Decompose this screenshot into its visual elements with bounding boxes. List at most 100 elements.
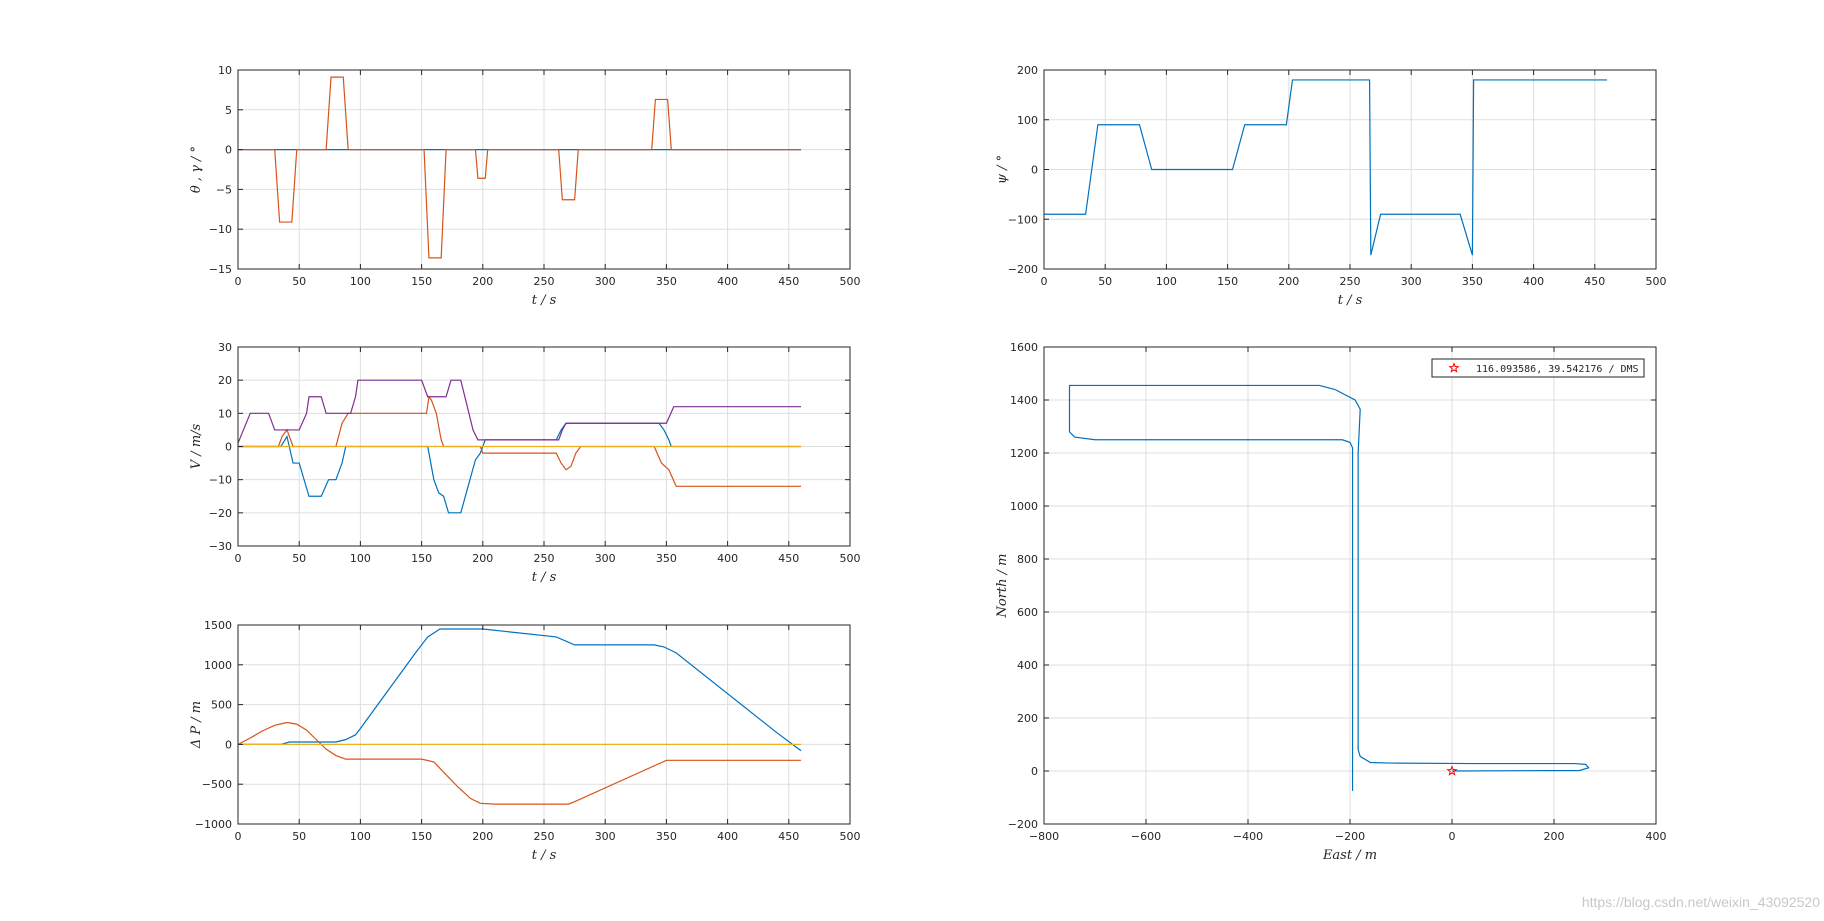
y-tick-label: −10 [209, 474, 232, 487]
x-tick-label: 200 [472, 552, 493, 565]
x-tick-label: −800 [1029, 830, 1059, 843]
x-tick-label: −600 [1131, 830, 1161, 843]
y-tick-label: −30 [209, 540, 232, 553]
y-tick-label: −5 [216, 183, 232, 196]
y-tick-label: 200 [1017, 712, 1038, 725]
y-tick-label: −20 [209, 507, 232, 520]
series-line-4 [238, 379, 802, 444]
series-line-1 [1044, 79, 1608, 256]
x-axis-label: t / s [532, 570, 557, 585]
y-tick-label: 0 [225, 144, 232, 157]
x-axis-label: t / s [1338, 293, 1363, 308]
x-axis-label: East / m [1322, 848, 1377, 863]
y-axis-label: ψ / ° [995, 155, 1010, 184]
x-tick-label: 250 [534, 830, 555, 843]
x-tick-label: 200 [472, 830, 493, 843]
y-tick-label: 1200 [1010, 447, 1038, 460]
y-tick-label: 10 [218, 407, 232, 420]
x-tick-label: 0 [1449, 830, 1456, 843]
x-tick-label: 100 [350, 830, 371, 843]
x-tick-label: 100 [350, 552, 371, 565]
y-tick-label: −200 [1008, 818, 1038, 831]
y-tick-label: −15 [209, 263, 232, 276]
x-tick-label: 400 [717, 552, 738, 565]
x-tick-label: 450 [778, 830, 799, 843]
x-tick-label: 350 [1462, 275, 1483, 288]
x-tick-label: 450 [778, 552, 799, 565]
star-marker [1446, 765, 1458, 776]
legend-label: 116.093586, 39.542176 / DMS [1476, 364, 1639, 375]
y-tick-label: −100 [1008, 213, 1038, 226]
x-tick-label: 300 [595, 830, 616, 843]
y-tick-label: 0 [225, 738, 232, 751]
y-tick-label: 1600 [1010, 341, 1038, 354]
y-tick-label: 30 [218, 341, 232, 354]
x-tick-label: 50 [292, 275, 306, 288]
series-line-2 [238, 721, 802, 805]
series-line-2 [238, 76, 802, 259]
y-tick-label: 200 [1017, 64, 1038, 77]
legend: 116.093586, 39.542176 / DMS [1431, 358, 1645, 378]
x-tick-label: 0 [235, 552, 242, 565]
x-tick-label: 500 [840, 275, 861, 288]
x-tick-label: 500 [840, 830, 861, 843]
y-tick-label: 1000 [1010, 500, 1038, 513]
x-tick-label: 50 [1098, 275, 1112, 288]
x-tick-label: 0 [235, 830, 242, 843]
x-tick-label: 350 [656, 552, 677, 565]
series-line-1 [1068, 384, 1590, 791]
y-tick-label: 1500 [204, 619, 232, 632]
x-tick-label: 250 [534, 552, 555, 565]
series-line-1 [238, 628, 802, 752]
x-tick-label: 400 [717, 275, 738, 288]
y-tick-label: 500 [211, 699, 232, 712]
y-tick-label: 0 [1031, 164, 1038, 177]
y-tick-label: 100 [1017, 114, 1038, 127]
x-tick-label: 500 [840, 552, 861, 565]
y-axis-label: V / m/s [189, 423, 204, 469]
y-tick-label: 800 [1017, 553, 1038, 566]
x-tick-label: 400 [717, 830, 738, 843]
x-tick-label: 450 [778, 275, 799, 288]
y-axis-label: θ , γ / ° [189, 146, 204, 193]
x-tick-label: 50 [292, 552, 306, 565]
y-tick-label: 10 [218, 64, 232, 77]
x-tick-label: 450 [1584, 275, 1605, 288]
y-tick-label: −1000 [195, 818, 232, 831]
y-tick-label: −10 [209, 223, 232, 236]
chart-p1: 0 50 100 150 200 250 300 350 400 450 500 −15 −10 −5 0 5… [189, 64, 861, 308]
y-tick-label: −500 [202, 778, 232, 791]
x-tick-label: 100 [1156, 275, 1177, 288]
y-tick-label: 20 [218, 374, 232, 387]
chart-p3: 0 50 100 150 200 250 300 350 400 450 500 −30 −20 −10 0… [189, 341, 861, 585]
x-tick-label: 500 [1646, 275, 1667, 288]
y-tick-label: 1000 [204, 659, 232, 672]
y-tick-label: 1400 [1010, 394, 1038, 407]
chart-p2: 0 50 100 150 200 250 300 350 400 450 500 −200 −100 0 1… [995, 64, 1667, 308]
x-tick-label: 300 [595, 275, 616, 288]
x-tick-label: 250 [534, 275, 555, 288]
x-tick-label: 300 [595, 552, 616, 565]
x-tick-label: 150 [411, 275, 432, 288]
x-axis-label: t / s [532, 293, 557, 308]
x-tick-label: 150 [411, 552, 432, 565]
y-tick-label: −200 [1008, 263, 1038, 276]
x-tick-label: 150 [411, 830, 432, 843]
watermark-text: https://blog.csdn.net/weixin_43092520 [1582, 894, 1820, 910]
y-axis-label: Δ P / m [189, 701, 204, 749]
y-tick-label: 5 [225, 104, 232, 117]
x-tick-label: 350 [656, 830, 677, 843]
x-tick-label: 0 [235, 275, 242, 288]
x-tick-label: −400 [1233, 830, 1263, 843]
legend-box [1431, 358, 1645, 378]
x-tick-label: 300 [1401, 275, 1422, 288]
y-axis-label: North / m [995, 554, 1010, 619]
chart-p4: −800 −600 −400 −200 0 200 400 −200 0 200 400 600 800… [995, 341, 1667, 863]
x-tick-label: 400 [1523, 275, 1544, 288]
x-tick-label: −200 [1335, 830, 1365, 843]
x-tick-label: 100 [350, 275, 371, 288]
chart-p5: 0 50 100 150 200 250 300 350 400 450 500 −1000 −500 0… [189, 619, 861, 863]
x-axis-label: t / s [532, 848, 557, 863]
x-tick-label: 200 [1544, 830, 1565, 843]
